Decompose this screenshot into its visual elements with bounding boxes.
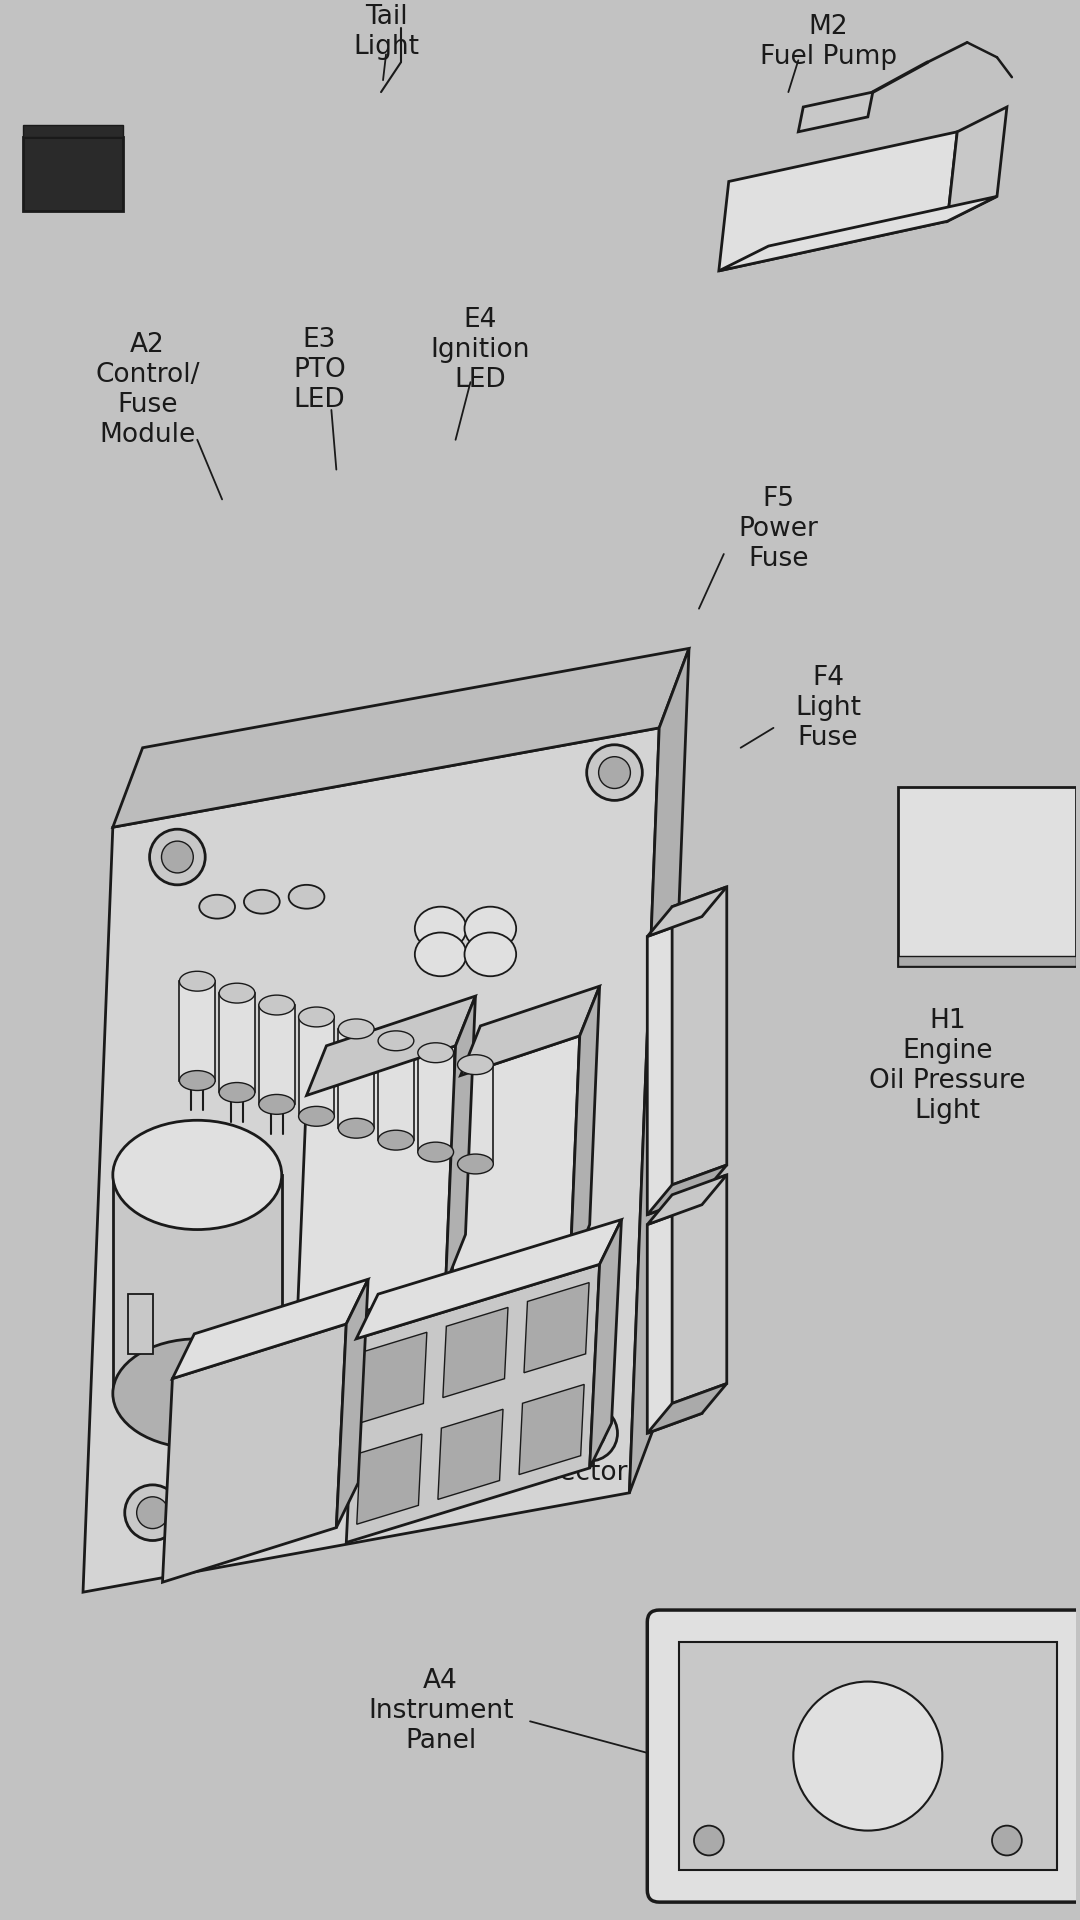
Polygon shape	[450, 1037, 580, 1313]
Polygon shape	[356, 1219, 621, 1338]
Bar	[127, 1294, 152, 1354]
Text: E4
Ignition
LED: E4 Ignition LED	[431, 307, 530, 394]
Text: F: F	[860, 1789, 876, 1812]
Bar	[298, 1018, 335, 1116]
Ellipse shape	[418, 1142, 454, 1162]
Polygon shape	[590, 1219, 621, 1469]
Ellipse shape	[219, 1083, 255, 1102]
Ellipse shape	[112, 1119, 282, 1229]
Bar	[24, 125, 123, 136]
Ellipse shape	[244, 889, 280, 914]
Circle shape	[125, 1484, 180, 1540]
Circle shape	[694, 1826, 724, 1855]
Circle shape	[137, 1498, 168, 1528]
Bar	[24, 136, 123, 211]
Ellipse shape	[259, 1094, 295, 1114]
Ellipse shape	[288, 885, 324, 908]
Polygon shape	[647, 1204, 702, 1432]
Polygon shape	[437, 1409, 503, 1500]
Circle shape	[573, 1417, 606, 1450]
Polygon shape	[647, 1165, 727, 1215]
Text: M2
Fuel Pump: M2 Fuel Pump	[759, 15, 896, 71]
Polygon shape	[297, 1046, 456, 1334]
Ellipse shape	[298, 1006, 335, 1027]
Circle shape	[149, 829, 205, 885]
Bar	[897, 787, 1077, 966]
Ellipse shape	[179, 972, 215, 991]
Bar	[219, 993, 255, 1092]
Bar	[679, 1642, 1056, 1870]
Polygon shape	[647, 1384, 727, 1432]
Text: A2
Control/
Fuse
Module: A2 Control/ Fuse Module	[95, 332, 200, 447]
Bar	[338, 1029, 374, 1129]
Circle shape	[586, 745, 643, 801]
Polygon shape	[719, 132, 957, 271]
Ellipse shape	[199, 895, 235, 918]
Polygon shape	[524, 1283, 589, 1373]
Polygon shape	[570, 987, 599, 1275]
Text: H1
Engine
Oil Pressure
Light: H1 Engine Oil Pressure Light	[869, 1008, 1026, 1123]
Bar	[418, 1052, 454, 1152]
Polygon shape	[446, 996, 475, 1284]
Polygon shape	[647, 887, 727, 937]
Ellipse shape	[112, 1338, 282, 1448]
Polygon shape	[630, 649, 689, 1494]
Polygon shape	[672, 1175, 727, 1404]
Ellipse shape	[219, 983, 255, 1002]
Text: E3
PTO
LED: E3 PTO LED	[293, 326, 346, 413]
Polygon shape	[798, 92, 873, 132]
Text: A4
Instrument
Panel: A4 Instrument Panel	[368, 1668, 513, 1755]
Text: +: +	[60, 159, 86, 188]
Polygon shape	[362, 1332, 427, 1423]
Text: X3
Power
Connector: X3 Power Connector	[491, 1400, 629, 1486]
Polygon shape	[112, 649, 689, 828]
Polygon shape	[162, 1325, 347, 1582]
Ellipse shape	[298, 1106, 335, 1127]
Circle shape	[598, 756, 631, 789]
Ellipse shape	[415, 906, 467, 950]
Text: F4
Light
Fuse: F4 Light Fuse	[795, 664, 861, 751]
Bar	[259, 1004, 295, 1104]
Bar	[458, 1066, 494, 1164]
Polygon shape	[947, 108, 1007, 221]
Bar	[897, 956, 1077, 966]
Polygon shape	[519, 1384, 584, 1475]
Text: F5
Power
Fuse: F5 Power Fuse	[739, 486, 819, 572]
Ellipse shape	[338, 1020, 374, 1039]
Ellipse shape	[458, 1154, 494, 1173]
Ellipse shape	[458, 1054, 494, 1075]
Polygon shape	[307, 996, 475, 1096]
Ellipse shape	[415, 933, 467, 975]
Circle shape	[993, 1826, 1022, 1855]
Ellipse shape	[338, 1117, 374, 1139]
Polygon shape	[647, 1175, 727, 1225]
Text: Tail
Light: Tail Light	[353, 4, 419, 60]
Bar	[179, 981, 215, 1081]
Ellipse shape	[378, 1131, 414, 1150]
FancyBboxPatch shape	[647, 1611, 1080, 1903]
Ellipse shape	[378, 1031, 414, 1050]
Ellipse shape	[464, 906, 516, 950]
Bar	[112, 1175, 282, 1394]
Polygon shape	[173, 1279, 368, 1379]
Ellipse shape	[418, 1043, 454, 1062]
Polygon shape	[83, 728, 659, 1592]
Polygon shape	[672, 887, 727, 1185]
Polygon shape	[719, 196, 997, 271]
Polygon shape	[356, 1434, 422, 1524]
Polygon shape	[647, 916, 702, 1215]
Ellipse shape	[179, 1071, 215, 1091]
Ellipse shape	[259, 995, 295, 1016]
Circle shape	[562, 1405, 618, 1461]
Polygon shape	[336, 1279, 368, 1528]
Polygon shape	[460, 987, 599, 1075]
Ellipse shape	[464, 933, 516, 975]
Polygon shape	[443, 1308, 508, 1398]
Circle shape	[794, 1682, 943, 1830]
Bar	[378, 1041, 414, 1140]
Circle shape	[162, 841, 193, 874]
Polygon shape	[347, 1265, 599, 1542]
Text: X2
Control
Connector: X2 Control Connector	[224, 1361, 360, 1446]
